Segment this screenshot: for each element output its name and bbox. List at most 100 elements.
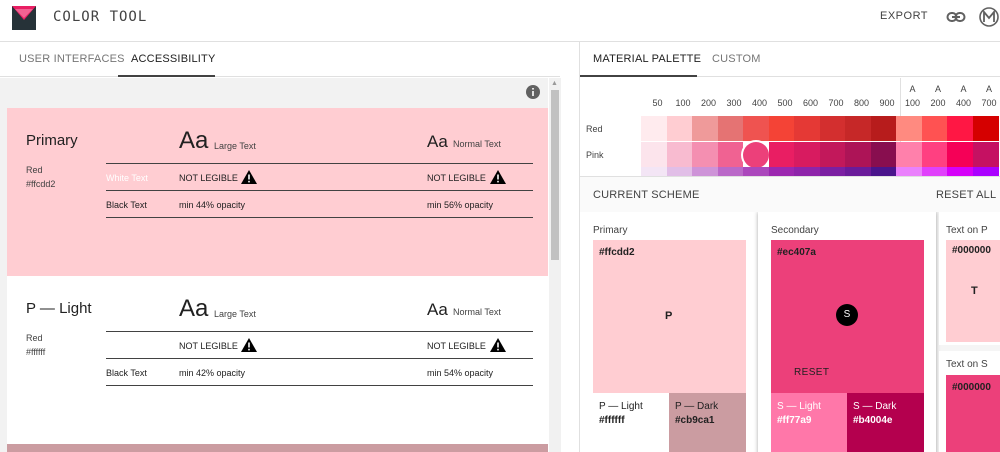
palette-swatch[interactable] bbox=[921, 167, 948, 176]
palette-swatch[interactable] bbox=[896, 167, 922, 176]
palette-swatch[interactable] bbox=[794, 141, 820, 167]
palette-swatch[interactable] bbox=[947, 116, 973, 141]
accent-shade-header-part: A bbox=[960, 84, 967, 94]
palette-swatch[interactable] bbox=[947, 167, 973, 176]
primary-light-label: P — Light bbox=[599, 401, 643, 412]
palette-swatch[interactable] bbox=[768, 116, 795, 141]
secondary-dark-hex: #b4004e bbox=[853, 415, 893, 426]
palette-swatch[interactable] bbox=[692, 167, 718, 176]
reset-secondary-button[interactable]: RESET bbox=[794, 367, 830, 378]
material-logo-icon[interactable] bbox=[979, 7, 999, 27]
palette-swatch[interactable] bbox=[641, 167, 667, 176]
text-on-secondary-swatch[interactable]: #000000 bbox=[946, 375, 1000, 452]
palette-swatch[interactable] bbox=[794, 167, 820, 176]
color-tool-logo-icon[interactable] bbox=[12, 6, 36, 30]
current-scheme-title: CURRENT SCHEME bbox=[593, 189, 700, 201]
primary-dark-swatch[interactable]: P — Dark #cb9ca1 bbox=[669, 393, 746, 452]
shade-header: 200 bbox=[700, 98, 717, 108]
palette-swatch[interactable] bbox=[972, 141, 999, 167]
palette-swatch[interactable] bbox=[692, 141, 718, 167]
palette-swatch[interactable] bbox=[896, 116, 922, 141]
accent-shade-header: A 100 bbox=[900, 84, 925, 109]
palette-swatch[interactable] bbox=[972, 167, 999, 176]
card-hex: #ffffff bbox=[26, 347, 46, 357]
palette-swatch[interactable] bbox=[717, 141, 744, 167]
palette-row-name: Red bbox=[586, 124, 603, 134]
palette-swatch[interactable] bbox=[666, 167, 693, 176]
export-button[interactable]: EXPORT bbox=[880, 10, 929, 22]
palette-swatch[interactable] bbox=[845, 116, 871, 141]
text-on-primary-letter: T bbox=[971, 285, 978, 297]
palette-swatch[interactable] bbox=[947, 141, 973, 167]
palette-swatch[interactable] bbox=[666, 116, 693, 141]
shade-header: 900 bbox=[879, 98, 895, 108]
white-normal-result: NOT LEGIBLE bbox=[427, 341, 486, 351]
tab-user-interfaces[interactable]: USER INTERFACES bbox=[19, 53, 125, 65]
palette-swatch[interactable] bbox=[743, 116, 769, 141]
secondary-swatch[interactable]: #ec407a S RESET bbox=[771, 240, 924, 393]
scheme-preview: Primary #ffcdd2 P P — Light #ffffff P — … bbox=[580, 212, 1000, 452]
palette-swatch[interactable] bbox=[819, 116, 846, 141]
palette-swatch[interactable] bbox=[794, 116, 820, 141]
primary-dark-label: P — Dark bbox=[675, 401, 719, 412]
divider bbox=[106, 190, 533, 191]
accent-shade-header-part: 400 bbox=[955, 98, 972, 108]
secondary-dark-swatch[interactable]: S — Dark #b4004e bbox=[847, 393, 924, 452]
dark-legibility-card bbox=[7, 444, 548, 452]
palette-swatch[interactable] bbox=[972, 116, 999, 141]
palette-swatch[interactable] bbox=[819, 141, 846, 167]
text-on-secondary-hex: #000000 bbox=[952, 382, 991, 393]
palette-swatch[interactable] bbox=[768, 141, 795, 167]
palette-swatch[interactable] bbox=[845, 141, 871, 167]
primary-legibility-card: Primary Red #ffcdd2 Aa Large Text Aa Nor… bbox=[7, 108, 548, 276]
warning-icon bbox=[490, 170, 506, 184]
palette-swatch[interactable] bbox=[896, 141, 922, 167]
palette-swatch[interactable] bbox=[870, 116, 897, 141]
accent-shade-header: A 200 bbox=[926, 84, 951, 109]
link-icon[interactable] bbox=[946, 9, 966, 25]
reset-all-button[interactable]: RESET ALL bbox=[936, 189, 997, 201]
large-text-label: Large Text bbox=[214, 141, 256, 151]
secondary-light-swatch[interactable]: S — Light #ff77a9 bbox=[771, 393, 847, 452]
palette-swatch[interactable] bbox=[717, 116, 744, 141]
palette-swatch[interactable] bbox=[666, 141, 693, 167]
palette-row-name: Purple bbox=[586, 175, 612, 176]
white-normal-result: NOT LEGIBLE bbox=[427, 173, 486, 183]
text-on-primary-swatch[interactable]: #000000 T bbox=[946, 240, 1000, 342]
left-scrollbar[interactable]: ▲ bbox=[549, 78, 561, 452]
primary-light-swatch[interactable]: P — Light #ffffff bbox=[593, 393, 669, 452]
tab-custom[interactable]: CUSTOM bbox=[712, 53, 761, 65]
palette-swatch[interactable] bbox=[641, 116, 667, 141]
palette-swatch[interactable] bbox=[921, 141, 948, 167]
secondary-light-label: S — Light bbox=[777, 401, 821, 412]
palette-swatch[interactable] bbox=[743, 141, 769, 168]
primary-light-hex: #ffffff bbox=[599, 415, 625, 426]
scroll-up-icon[interactable]: ▲ bbox=[551, 80, 558, 87]
accent-shade-header: A 700 bbox=[977, 84, 1000, 109]
palette-swatch[interactable] bbox=[692, 116, 718, 141]
text-on-secondary-label: Text on S bbox=[946, 359, 988, 370]
shade-header: 600 bbox=[802, 98, 819, 108]
tab-accessibility[interactable]: ACCESSIBILITY bbox=[131, 53, 216, 65]
accent-shade-header-part: 100 bbox=[904, 98, 921, 108]
tab-material-palette[interactable]: MATERIAL PALETTE bbox=[593, 53, 702, 65]
accent-shade-header-part: A bbox=[985, 84, 992, 94]
palette-swatch[interactable] bbox=[845, 167, 871, 176]
palette-swatch[interactable] bbox=[870, 167, 897, 176]
palette-swatch[interactable] bbox=[717, 167, 744, 176]
primary-swatch[interactable]: #ffcdd2 P bbox=[593, 240, 746, 393]
accent-shade-header-part: A bbox=[934, 84, 941, 94]
accent-shade-header-part: 200 bbox=[930, 98, 946, 108]
black-large-result: min 44% opacity bbox=[179, 200, 246, 210]
text-on-primary-hex: #000000 bbox=[952, 245, 991, 256]
palette-swatch[interactable] bbox=[819, 167, 846, 176]
palette-swatch[interactable] bbox=[743, 167, 769, 176]
palette-swatch[interactable] bbox=[641, 141, 667, 167]
palette-swatch[interactable] bbox=[921, 116, 948, 141]
scroll-thumb[interactable] bbox=[551, 90, 559, 260]
black-normal-result: min 56% opacity bbox=[427, 200, 494, 210]
palette-swatch[interactable] bbox=[768, 167, 795, 176]
text-on-primary-column: Text on P #000000 T bbox=[939, 212, 1000, 345]
palette-swatch[interactable] bbox=[870, 141, 897, 167]
info-icon[interactable] bbox=[526, 85, 540, 99]
